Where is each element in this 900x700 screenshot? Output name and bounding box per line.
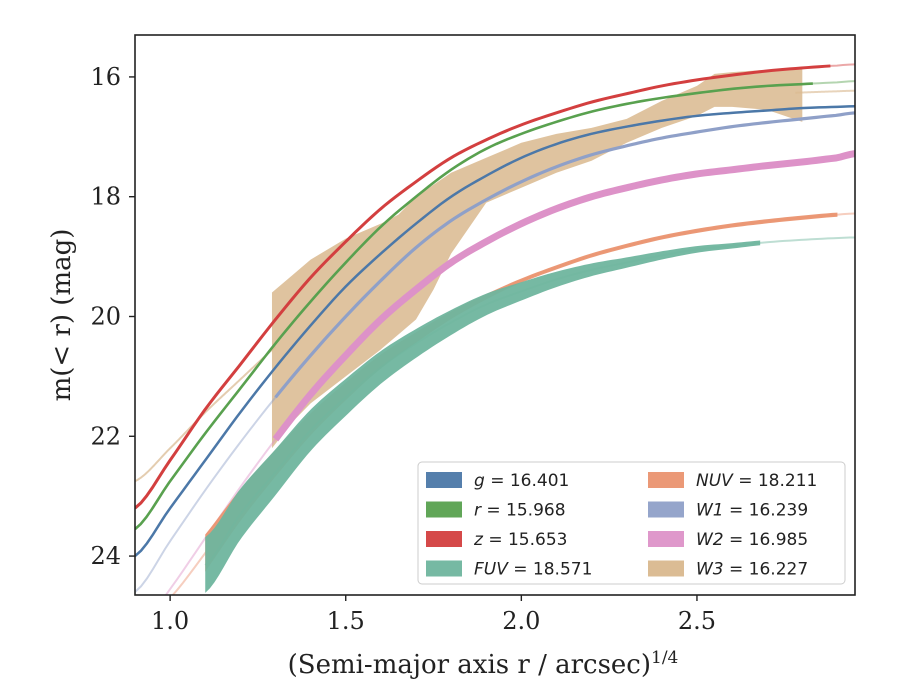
plot-frame xyxy=(134,34,856,596)
legend-item-z: z = 15.653 xyxy=(426,530,567,550)
legend-value: = 16.985 xyxy=(724,530,809,550)
legend-item-w2: W2 = 16.985 xyxy=(648,530,808,550)
x-tick-label: 2.5 xyxy=(678,607,716,635)
x-axis-label-main: (Semi-major axis r / arcsec) xyxy=(288,650,651,680)
series-w2-line xyxy=(272,150,855,442)
x-axis-label-exponent: 1/4 xyxy=(651,648,678,668)
series-w3-extrapolation-left xyxy=(135,345,277,483)
x-tick-label: 2.0 xyxy=(502,607,540,635)
series-w3-extrapolation-right xyxy=(795,89,855,94)
legend-item-nuv: NUV = 18.211 xyxy=(648,471,817,491)
x-tick-label: 1.0 xyxy=(151,607,189,635)
legend-item-r: r = 15.968 xyxy=(426,501,566,521)
legend-item-g: g = 16.401 xyxy=(426,471,569,491)
y-tick-label: 18 xyxy=(90,183,121,211)
legend-label: g = 16.401 xyxy=(474,471,569,491)
legend-value: = 16.227 xyxy=(724,560,809,580)
legend-value: = 16.401 xyxy=(485,471,570,491)
legend-label: NUV = 18.211 xyxy=(696,471,817,491)
legend-symbol: NUV xyxy=(696,471,734,491)
y-tick-label: 20 xyxy=(90,302,121,330)
legend-swatch xyxy=(648,531,684,547)
legend-symbol: W3 xyxy=(696,560,724,580)
legend-value: = 18.571 xyxy=(508,560,593,580)
legend-swatch xyxy=(426,560,462,577)
legend-label: W1 = 16.239 xyxy=(696,501,808,521)
legend-item-w3: W3 = 16.227 xyxy=(648,560,808,580)
legend-item-fuv: FUV = 18.571 xyxy=(426,560,592,580)
legend-swatch xyxy=(426,501,462,518)
legend-value: = 15.968 xyxy=(481,501,566,521)
legend-value: = 15.653 xyxy=(483,530,568,550)
legend-symbol: r xyxy=(474,501,482,521)
x-axis: 1.0 1.5 2.0 2.5 xyxy=(151,595,716,635)
series-w3-band xyxy=(271,67,803,449)
legend-value: = 16.239 xyxy=(724,501,809,521)
legend-label: W3 = 16.227 xyxy=(696,560,808,580)
x-tick-label: 1.5 xyxy=(327,607,365,635)
legend-label: FUV = 18.571 xyxy=(474,560,592,580)
legend-value: = 18.211 xyxy=(733,471,818,491)
legend-swatch xyxy=(648,501,684,518)
series-z-line xyxy=(135,64,831,510)
x-axis-label: (Semi-major axis r / arcsec)1/4 xyxy=(288,648,679,680)
legend-symbol: FUV xyxy=(474,560,509,580)
y-tick-label: 22 xyxy=(90,422,121,450)
legend-label: z = 15.653 xyxy=(473,530,567,550)
series-g-line xyxy=(135,105,855,558)
series-w1-line xyxy=(274,111,855,399)
legend-swatch xyxy=(426,531,462,547)
series-layer xyxy=(135,63,855,595)
legend-box xyxy=(417,461,846,585)
legend-symbol: z xyxy=(473,530,484,550)
y-axis-label: m(< r) (mag) xyxy=(47,229,77,402)
legend-symbol: W1 xyxy=(696,501,724,521)
series-fuv-band xyxy=(205,240,761,593)
series-r-line xyxy=(135,82,813,531)
legend-swatch xyxy=(648,560,684,577)
legend-swatch xyxy=(426,472,462,488)
legend-label: W2 = 16.985 xyxy=(696,530,808,550)
legend-symbol: g xyxy=(474,471,485,491)
legend-item-w1: W1 = 16.239 xyxy=(648,501,808,521)
y-axis: 16 18 20 22 24 xyxy=(90,63,135,570)
legend-symbol: W2 xyxy=(696,530,724,550)
y-tick-label: 16 xyxy=(90,63,121,91)
legend-swatch xyxy=(648,472,684,488)
y-tick-label: 24 xyxy=(90,542,121,570)
legend-label: r = 15.968 xyxy=(474,501,566,521)
